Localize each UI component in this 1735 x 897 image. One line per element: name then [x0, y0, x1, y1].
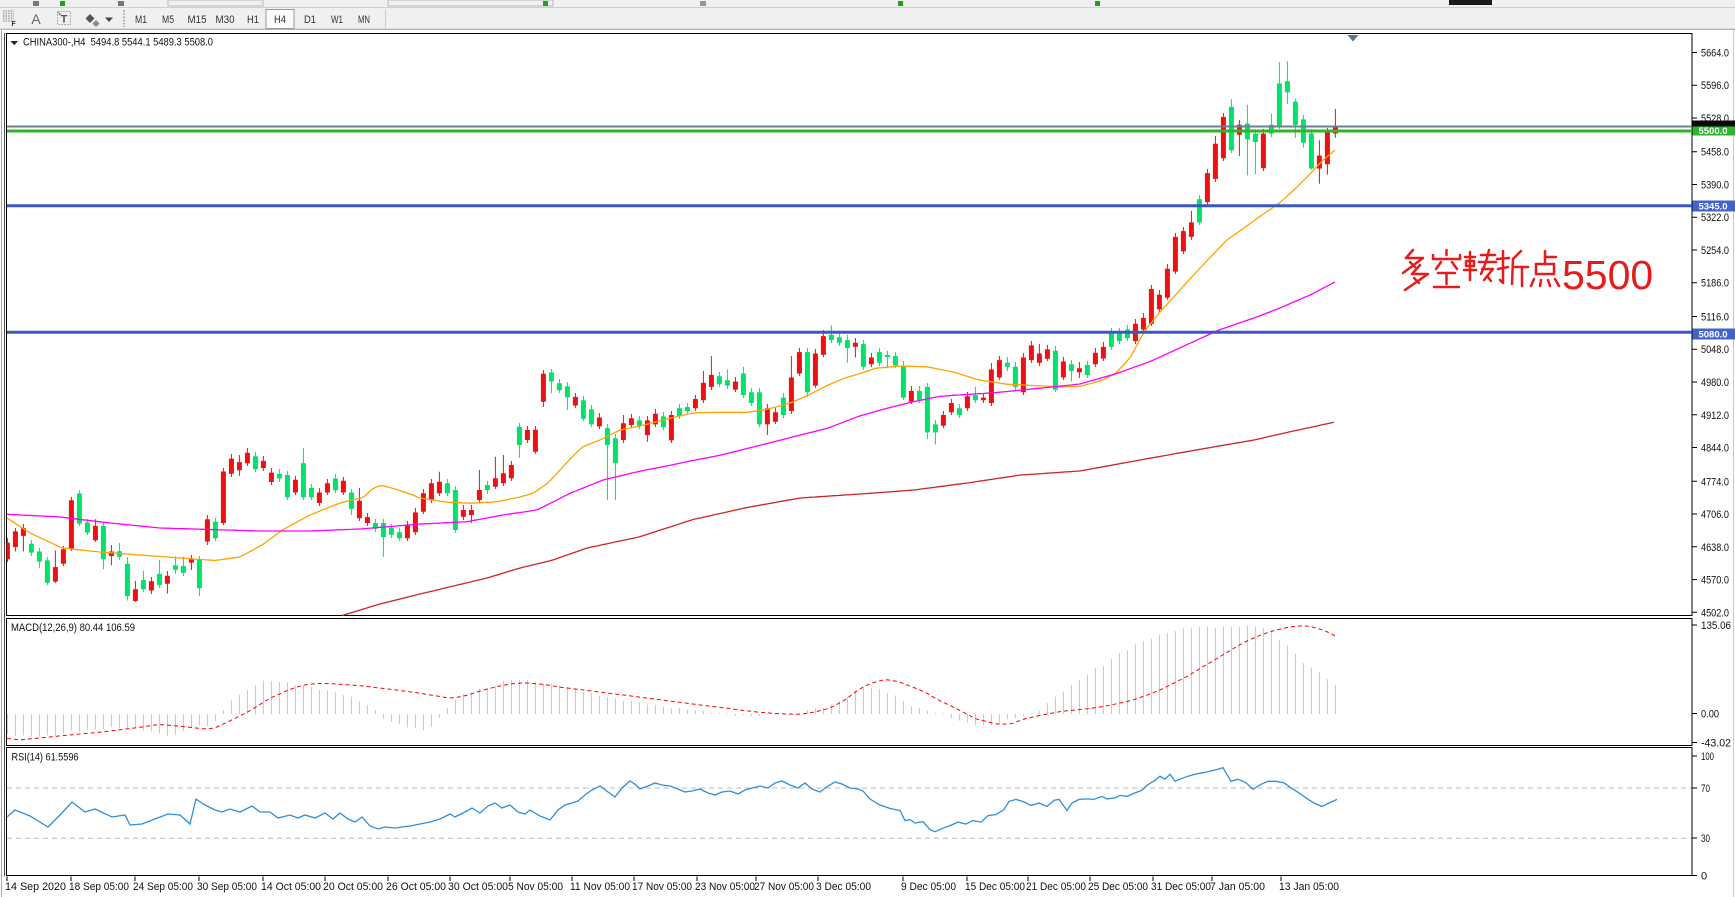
svg-text:MACD(12,26,9) 80.44 106.59: MACD(12,26,9) 80.44 106.59: [11, 622, 135, 634]
svg-text:4706.0: 4706.0: [1701, 509, 1729, 521]
svg-text:9 Dec 05:00: 9 Dec 05:00: [901, 881, 956, 893]
svg-text:M30: M30: [216, 14, 235, 26]
svg-text:25 Dec 05:00: 25 Dec 05:00: [1088, 881, 1148, 893]
svg-text:7 Jan 05:00: 7 Jan 05:00: [1210, 881, 1265, 893]
svg-text:21 Dec 05:00: 21 Dec 05:00: [1026, 881, 1086, 893]
svg-text:15 Dec 05:00: 15 Dec 05:00: [965, 881, 1025, 893]
svg-text:13 Jan 05:00: 13 Jan 05:00: [1279, 881, 1339, 893]
svg-text:M1: M1: [135, 14, 147, 26]
svg-text:4638.0: 4638.0: [1701, 542, 1729, 554]
svg-text:5664.0: 5664.0: [1701, 48, 1729, 60]
svg-text:135.06: 135.06: [1701, 620, 1731, 632]
svg-text:30: 30: [1701, 833, 1710, 845]
svg-text:30 Oct 05:00: 30 Oct 05:00: [448, 881, 508, 893]
svg-text:W1: W1: [331, 14, 343, 26]
svg-text:5048.0: 5048.0: [1701, 344, 1729, 356]
svg-text:4912.0: 4912.0: [1701, 410, 1729, 422]
svg-text:T: T: [61, 14, 68, 26]
svg-text:A: A: [31, 11, 41, 27]
svg-text:26 Oct 05:00: 26 Oct 05:00: [386, 881, 446, 893]
svg-text:20 Oct 05:00: 20 Oct 05:00: [323, 881, 383, 893]
svg-text:14 Oct 05:00: 14 Oct 05:00: [261, 881, 321, 893]
svg-text:5 Nov 05:00: 5 Nov 05:00: [508, 881, 563, 893]
svg-text:5458.0: 5458.0: [1701, 147, 1729, 159]
svg-text:H4: H4: [274, 14, 286, 26]
svg-text:5390.0: 5390.0: [1701, 180, 1729, 192]
svg-text:4980.0: 4980.0: [1701, 377, 1729, 389]
svg-text:0: 0: [1701, 871, 1707, 883]
svg-text:-43.02: -43.02: [1701, 738, 1731, 750]
svg-text:5345.0: 5345.0: [1698, 202, 1727, 213]
svg-text:0.00: 0.00: [1701, 709, 1719, 721]
svg-text:D1: D1: [304, 14, 316, 26]
svg-text:4774.0: 4774.0: [1701, 476, 1729, 488]
svg-text:M5: M5: [162, 14, 174, 26]
svg-text:24 Sep 05:00: 24 Sep 05:00: [133, 881, 193, 893]
svg-text:23 Nov 05:00: 23 Nov 05:00: [695, 881, 755, 893]
svg-text:17 Nov 05:00: 17 Nov 05:00: [632, 881, 692, 893]
svg-text:70: 70: [1701, 783, 1710, 795]
svg-text:5080.0: 5080.0: [1698, 330, 1727, 341]
svg-text:5322.0: 5322.0: [1701, 212, 1729, 224]
svg-text:CHINA300-,H4 5494.8 5544.1 54: CHINA300-,H4 5494.8 5544.1 5489.3 5508.0: [23, 37, 213, 49]
svg-text:5254.0: 5254.0: [1701, 245, 1729, 257]
svg-text:100: 100: [1701, 751, 1714, 763]
svg-text:M15: M15: [188, 14, 207, 26]
svg-text:31 Dec 05:00: 31 Dec 05:00: [1151, 881, 1211, 893]
svg-text:5116.0: 5116.0: [1701, 312, 1729, 324]
svg-text:30 Sep 05:00: 30 Sep 05:00: [197, 881, 257, 893]
svg-text:H1: H1: [247, 14, 259, 26]
svg-text:MN: MN: [358, 14, 370, 26]
svg-text:5596.0: 5596.0: [1701, 80, 1729, 92]
svg-text:14 Sep 2020: 14 Sep 2020: [5, 881, 66, 893]
svg-text:27 Nov 05:00: 27 Nov 05:00: [754, 881, 814, 893]
svg-text:4844.0: 4844.0: [1701, 443, 1729, 455]
svg-text:3 Dec 05:00: 3 Dec 05:00: [816, 881, 871, 893]
svg-text:5500: 5500: [1562, 252, 1653, 298]
svg-text:18 Sep 05:00: 18 Sep 05:00: [69, 881, 129, 893]
svg-text:F: F: [12, 21, 17, 28]
svg-text:RSI(14) 61.5596: RSI(14) 61.5596: [12, 752, 79, 764]
svg-text:4570.0: 4570.0: [1701, 575, 1729, 587]
svg-text:4502.0: 4502.0: [1701, 607, 1729, 619]
svg-text:5186.0: 5186.0: [1701, 278, 1729, 290]
svg-text:5500.0: 5500.0: [1698, 126, 1727, 137]
svg-text:11 Nov 05:00: 11 Nov 05:00: [570, 881, 630, 893]
